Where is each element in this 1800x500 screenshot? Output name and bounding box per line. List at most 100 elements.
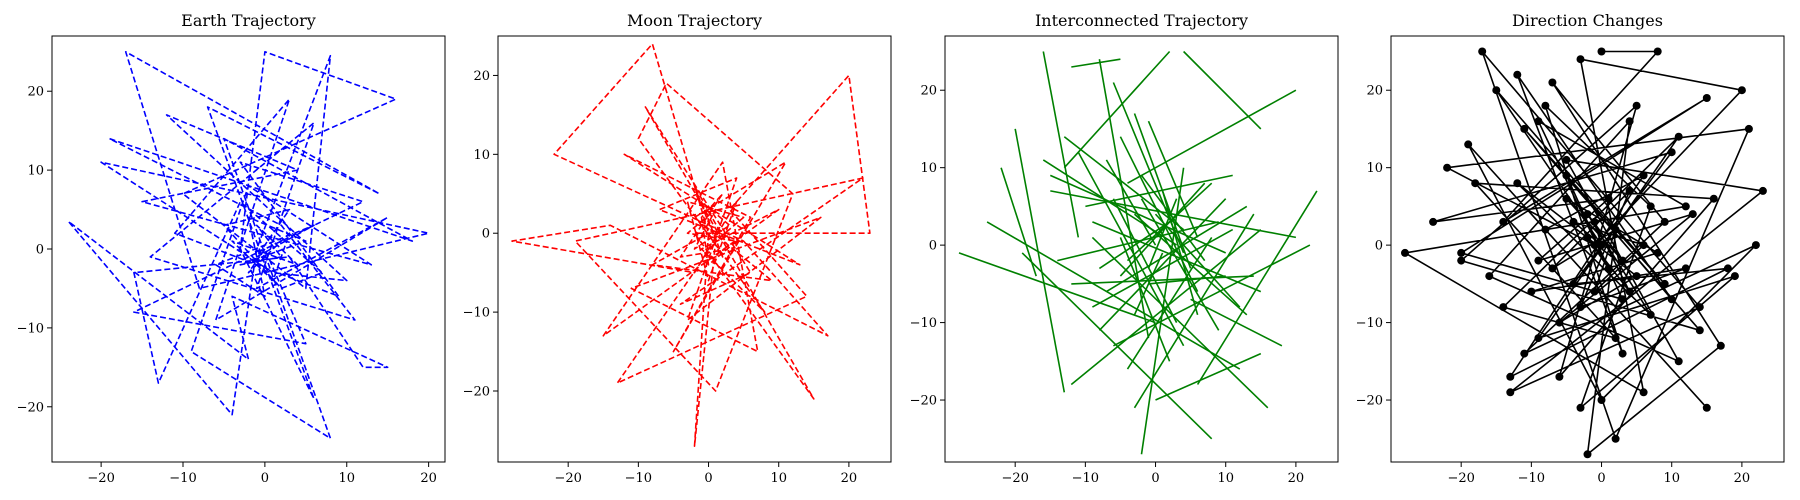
trajectory-segment	[1049, 174, 1227, 254]
data-point	[1604, 194, 1613, 203]
data-point	[1674, 357, 1683, 366]
y-tick-label: 0	[482, 227, 490, 242]
trajectory-segment	[1042, 51, 1080, 238]
x-tick-label: 0	[704, 471, 712, 486]
data-point	[1583, 210, 1592, 219]
trajectory-segment	[1133, 252, 1164, 316]
data-point	[1716, 341, 1725, 350]
data-point	[1548, 78, 1557, 87]
data-layer	[67, 50, 430, 440]
trajectory-segment	[1098, 198, 1227, 331]
y-tick-label: 10	[1366, 161, 1383, 176]
y-tick-label: −10	[1356, 316, 1383, 331]
data-point	[1492, 86, 1501, 95]
data-point	[1464, 140, 1473, 149]
trajectory-segment	[1092, 221, 1262, 293]
trajectory-segment	[1183, 50, 1262, 130]
trajectory-segment	[1071, 275, 1254, 285]
trajectory-segment	[1155, 352, 1262, 401]
data-point	[1583, 233, 1592, 242]
trajectory-segment	[1196, 190, 1318, 385]
trajectory-segment	[1105, 159, 1157, 246]
data-point	[1597, 241, 1606, 250]
data-point	[1639, 241, 1648, 250]
y-tick-label: 20	[1366, 84, 1383, 99]
data-point	[1646, 310, 1655, 319]
data-point	[1513, 179, 1522, 188]
data-point	[1646, 202, 1655, 211]
data-point	[1632, 101, 1641, 110]
data-point	[1611, 334, 1620, 343]
trajectory-segment	[1077, 151, 1185, 347]
trajectory-segment	[1071, 58, 1121, 68]
plot-area: −20 −10 0 10 20 −20 −10 0 10 20	[463, 35, 892, 486]
data-point	[1604, 264, 1613, 273]
data-point	[1527, 287, 1536, 296]
data-point	[1653, 47, 1662, 56]
data-layer	[1401, 47, 1767, 459]
y-tick-label: −20	[1356, 394, 1383, 409]
earth-trajectory-panel: Earth Trajectory −20 −10 0 10 20 −20 −10 0 10 20	[17, 11, 446, 486]
moon-trajectory-panel: Moon Trajectory −20 −10 0 10 20 −20 −10 0 10 20	[463, 11, 892, 486]
data-point	[1499, 303, 1508, 312]
data-point	[1576, 55, 1585, 64]
y-tick-label: 0	[929, 239, 937, 254]
trajectory-segment	[1000, 167, 1037, 277]
y-tick-label: −10	[17, 321, 44, 336]
trajectory-segment	[1091, 236, 1269, 409]
data-point	[1485, 272, 1494, 281]
x-tick-label: 20	[841, 471, 858, 486]
data-point	[1597, 396, 1606, 404]
y-tick-label: −10	[463, 306, 490, 321]
series-line	[67, 50, 430, 440]
data-point	[1555, 318, 1564, 327]
y-tick-label: 0	[36, 243, 44, 258]
data-point	[1639, 171, 1648, 180]
trajectory-segment	[1050, 190, 1297, 239]
panel-title: Interconnected Trajectory	[1035, 11, 1248, 30]
data-point	[1618, 349, 1627, 358]
data-point	[1590, 241, 1599, 250]
data-point	[1730, 272, 1739, 281]
data-point	[1499, 217, 1508, 226]
y-tick-label: −20	[463, 385, 490, 400]
axis-frame	[944, 35, 1339, 463]
plot-area: −20 −10 0 10 20 −20 −10 0 10 20	[17, 35, 446, 486]
data-point	[1751, 241, 1760, 250]
data-point	[1562, 171, 1571, 180]
data-point	[1688, 210, 1697, 219]
axis-frame	[1390, 35, 1785, 463]
data-point	[1443, 163, 1452, 172]
data-point	[1695, 326, 1704, 335]
data-point	[1534, 256, 1543, 265]
data-point	[1506, 372, 1515, 381]
x-tick-label: −10	[1518, 471, 1545, 486]
data-point	[1611, 225, 1620, 234]
x-tick-label: −10	[1072, 471, 1099, 486]
data-point	[1632, 272, 1641, 281]
data-point	[1758, 186, 1767, 195]
trajectory-segment	[1112, 82, 1185, 254]
data-point	[1520, 349, 1529, 358]
axis-frame	[497, 35, 892, 463]
data-point	[1569, 279, 1578, 288]
trajectory-segment	[1112, 198, 1178, 323]
data-point	[1702, 94, 1711, 102]
data-point	[1478, 47, 1487, 56]
trajectory-segment	[1147, 198, 1178, 269]
x-tick-label: −10	[625, 471, 652, 486]
data-point	[1674, 132, 1683, 141]
trajectory-segment	[1021, 252, 1213, 440]
data-layer	[958, 50, 1318, 455]
data-point	[1541, 101, 1550, 110]
data-point	[1401, 248, 1409, 257]
x-tick-label: 0	[261, 471, 269, 486]
data-point	[1625, 287, 1634, 296]
trajectory-segment	[1161, 190, 1199, 316]
data-point	[1555, 372, 1564, 381]
y-tick-label: −20	[910, 394, 937, 409]
data-point	[1506, 388, 1515, 397]
data-point	[1569, 217, 1578, 226]
plot-area: −20 −10 0 10 20 −20 −10 0 10 20	[910, 35, 1339, 486]
